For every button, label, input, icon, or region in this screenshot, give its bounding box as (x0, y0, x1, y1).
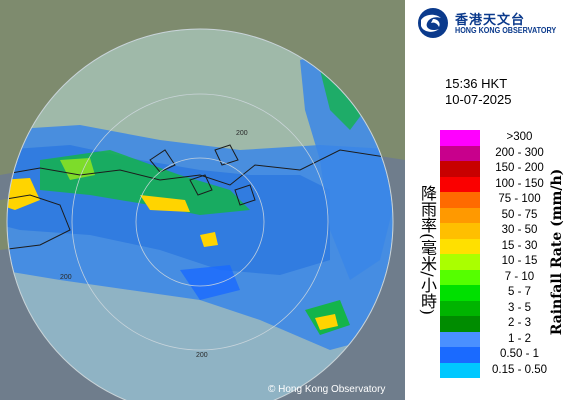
legend-swatch (440, 269, 480, 285)
legend-item: 7 - 10 (440, 269, 575, 285)
observation-date: 10-07-2025 (445, 92, 512, 107)
rain-echoes (7, 32, 393, 350)
legend-swatch (440, 207, 480, 223)
legend-label: 1 - 2 (507, 332, 531, 345)
legend-item: >300 (440, 130, 575, 146)
legend-swatch (440, 254, 480, 270)
copyright-notice: © Hong Kong Observatory (268, 384, 386, 395)
legend-swatch (440, 145, 480, 161)
legend-swatch (440, 347, 480, 363)
legend-label: 100 - 150 (495, 177, 544, 190)
legend-label: 0.50 - 1 (500, 348, 539, 360)
radar-map-svg (0, 0, 405, 400)
legend-label: 50 - 75 (501, 208, 538, 221)
org-name-english: HONG KONG OBSERVATORY (455, 26, 557, 35)
legend-item: 3 - 5 (440, 300, 575, 316)
legend-label: 3 - 5 (507, 301, 531, 314)
legend-swatch (440, 331, 480, 347)
legend-item: 0.15 - 0.50 (440, 362, 575, 378)
legend-label: 10 - 15 (501, 255, 538, 267)
legend-swatch (440, 300, 480, 316)
legend-label: 15 - 30 (501, 239, 538, 252)
legend-item: 1 - 2 (440, 331, 575, 347)
legend-swatch (440, 362, 480, 378)
legend-item: 0.50 - 1 (440, 347, 575, 363)
legend-label: 5 - 7 (507, 286, 531, 298)
legend-title-english: Rainfall Rate (mm/h) (549, 168, 565, 336)
range-ring-label: 200 (196, 352, 208, 359)
legend-swatch (440, 316, 480, 332)
legend-item: 75 - 100 (440, 192, 575, 208)
legend-swatch (440, 161, 480, 177)
legend-label: >300 (506, 131, 533, 143)
legend-item: 50 - 75 (440, 207, 575, 223)
legend-item: 2 - 3 (440, 316, 575, 332)
legend-label: 2 - 3 (507, 317, 531, 329)
legend-item: 15 - 30 (440, 238, 575, 254)
legend-swatch (440, 285, 480, 301)
legend-label: 0.15 - 0.50 (492, 363, 547, 376)
range-rings (7, 29, 393, 400)
legend-swatch (440, 238, 480, 254)
legend-swatch (440, 130, 480, 146)
legend-item: 10 - 15 (440, 254, 575, 270)
legend-title-chinese: 降雨率(毫米/小時) (418, 185, 437, 315)
info-panel: 香港天文台 HONG KONG OBSERVATORY 15:36 HKT 10… (405, 0, 577, 400)
org-name-chinese: 香港天文台 (455, 13, 526, 28)
legend-item: 5 - 7 (440, 285, 575, 301)
observation-time: 15:36 HKT (445, 76, 508, 91)
radar-map[interactable]: 200 200 200 © Hong Kong Observatory (0, 0, 405, 400)
legend-item: 200 - 300 (440, 145, 575, 161)
legend-label: 7 - 10 (504, 270, 535, 283)
legend-swatch (440, 176, 480, 192)
legend-label: 150 - 200 (495, 162, 544, 174)
range-ring-label: 200 (236, 130, 248, 137)
range-ring-label: 200 (60, 274, 72, 281)
radar-coverage-edge (6, 28, 394, 400)
legend-swatch (440, 192, 480, 208)
hko-swirl-logo-icon (418, 8, 448, 38)
legend-swatch (440, 223, 480, 239)
legend-label: 200 - 300 (495, 146, 544, 159)
legend-label: 75 - 100 (498, 193, 541, 205)
legend-item: 150 - 200 (440, 161, 575, 177)
legend-label: 30 - 50 (501, 224, 538, 236)
legend-item: 100 - 150 (440, 176, 575, 192)
legend-item: 30 - 50 (440, 223, 575, 239)
